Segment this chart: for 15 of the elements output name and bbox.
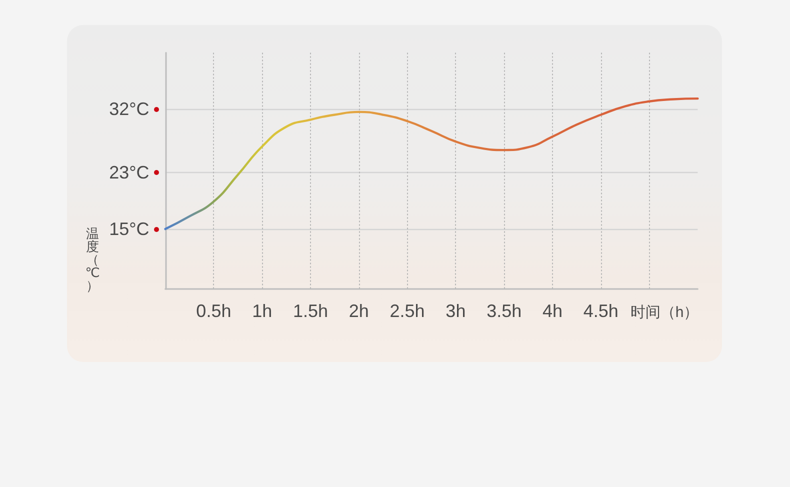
line-series [164, 97, 699, 230]
y-tick-label: 23°C [109, 162, 150, 183]
x-tick-label: 0.5h [196, 301, 232, 321]
x-tick-label: 2h [348, 301, 369, 321]
x-tick-label: 2.5h [390, 301, 425, 321]
x-tick-label: 1h [252, 301, 272, 321]
x-tick-label: 3.5h [486, 301, 522, 321]
x-tick-label: 4.5h [583, 301, 618, 321]
x-tick-label: 4h [542, 301, 563, 321]
y-tick-label: 15°C [109, 219, 150, 240]
x-axis-title: 时间（h） [630, 304, 699, 322]
x-tick-label: 3h [446, 301, 466, 321]
y-axis-title: 温度（℃） [85, 226, 100, 293]
y-tick-label: 32°C [109, 99, 150, 120]
x-tick-label: 1.5h [292, 301, 328, 321]
